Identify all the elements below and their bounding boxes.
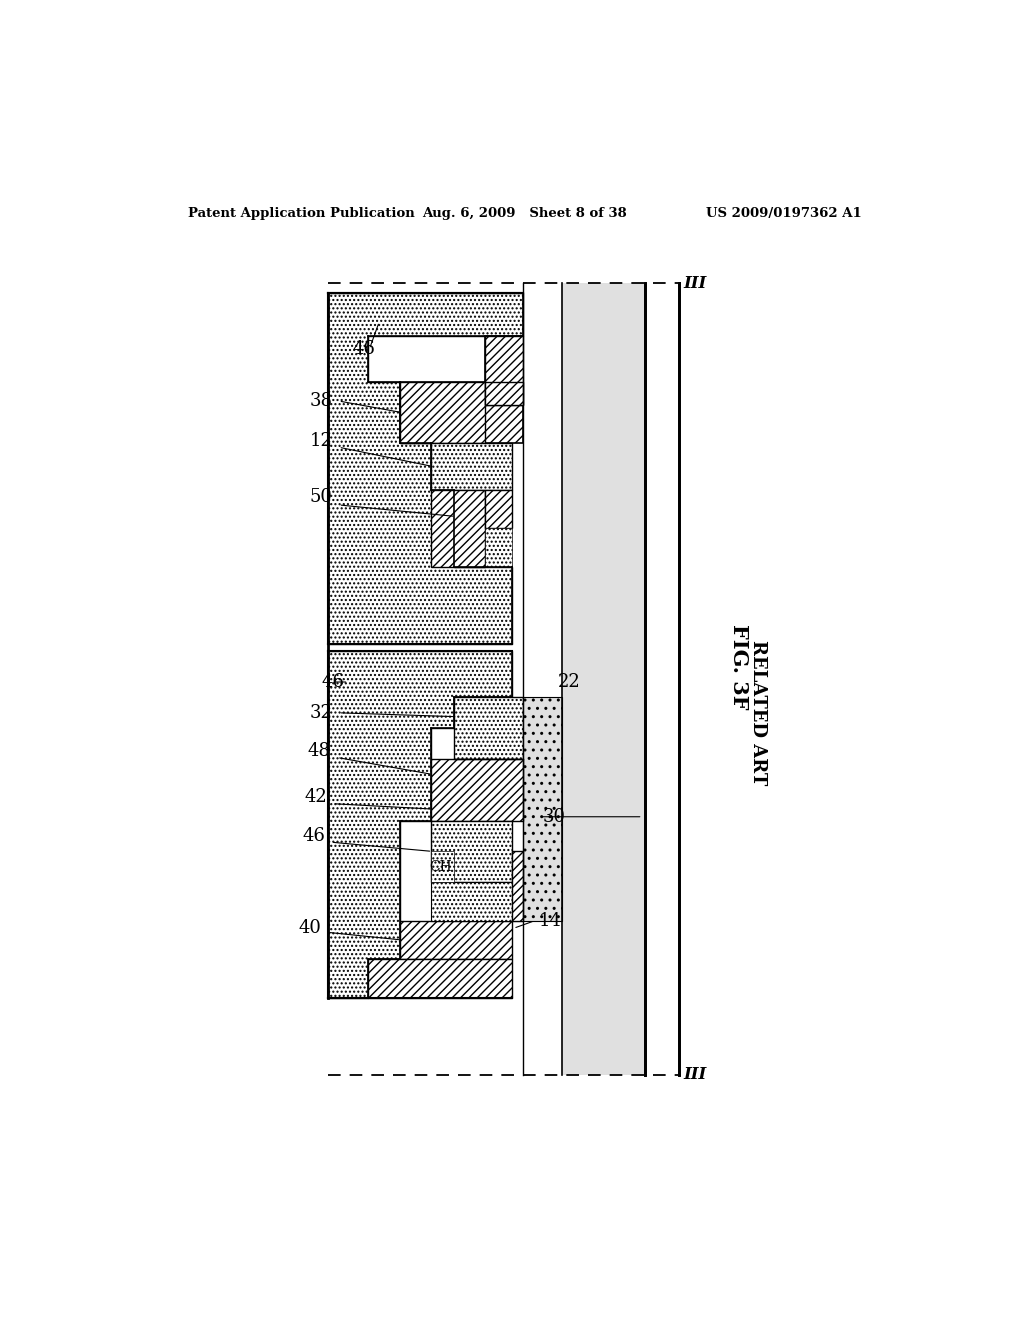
Polygon shape [562,284,645,1074]
Text: RELATED ART: RELATED ART [750,640,767,785]
Polygon shape [329,651,512,998]
Polygon shape [431,851,454,882]
Polygon shape [431,759,523,821]
Text: III: III [683,1067,707,1084]
Polygon shape [454,697,523,759]
Polygon shape [645,284,679,1074]
Text: Aug. 6, 2009   Sheet 8 of 38: Aug. 6, 2009 Sheet 8 of 38 [423,207,627,220]
Text: III: III [683,275,707,292]
Polygon shape [484,528,512,566]
Polygon shape [431,444,512,490]
Polygon shape [400,921,512,960]
Text: 12: 12 [309,432,333,450]
Polygon shape [329,293,523,644]
Polygon shape [484,381,523,405]
Polygon shape [431,882,512,921]
Text: CH: CH [429,859,452,874]
Text: 38: 38 [309,392,333,411]
Text: US 2009/0197362 A1: US 2009/0197362 A1 [707,207,862,220]
Text: Patent Application Publication: Patent Application Publication [188,207,415,220]
Text: 14: 14 [539,912,561,929]
Text: 50: 50 [309,488,333,506]
Text: 30: 30 [543,808,565,826]
Polygon shape [484,490,512,528]
Text: 42: 42 [304,788,327,807]
Text: 40: 40 [299,920,322,937]
Text: 48: 48 [308,742,331,760]
Polygon shape [512,697,562,921]
Text: 46: 46 [322,673,345,690]
Text: 46: 46 [302,828,326,845]
Polygon shape [368,960,512,998]
Polygon shape [523,284,562,1074]
Text: 32: 32 [309,704,333,722]
Polygon shape [400,381,484,444]
Text: 46: 46 [352,341,376,358]
Polygon shape [512,851,523,921]
Polygon shape [484,335,523,405]
Text: FIG. 3F: FIG. 3F [729,624,749,709]
Polygon shape [431,821,512,882]
Polygon shape [431,490,484,566]
Text: 22: 22 [558,673,581,690]
Polygon shape [400,335,523,444]
